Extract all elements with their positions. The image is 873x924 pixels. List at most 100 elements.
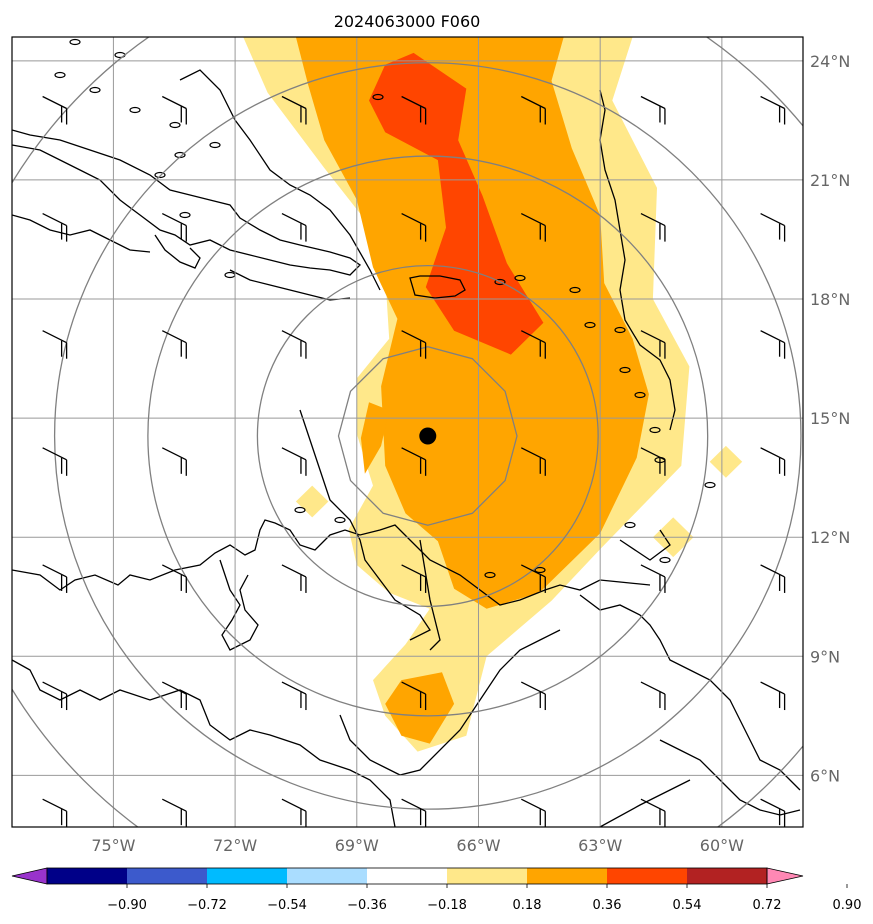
colorbar-segment	[447, 868, 528, 884]
island-3	[54, 71, 66, 79]
wind-barb	[760, 213, 786, 242]
wind-barb	[640, 447, 666, 476]
wind-barb	[401, 681, 427, 711]
island-4	[89, 86, 101, 94]
wind-barb	[760, 330, 786, 359]
colorbar-segment	[287, 868, 368, 884]
wind-barb	[640, 564, 666, 593]
wind-barb	[640, 213, 666, 242]
wind-barb	[281, 213, 307, 242]
coastline-4	[579, 594, 801, 791]
coastline-13	[599, 89, 676, 431]
island-23	[659, 556, 671, 564]
coastline-9	[154, 234, 201, 269]
wind-barb	[520, 95, 546, 125]
island-12	[494, 278, 506, 286]
wind-barb	[161, 95, 187, 125]
chart-title: 2024063000 F060	[334, 12, 481, 31]
coastline-10	[229, 269, 351, 301]
coastline-6	[599, 779, 691, 827]
colorbar-segment	[607, 868, 688, 884]
map-frame	[11, 36, 804, 828]
coastline-12	[179, 69, 381, 291]
wind-barb	[760, 564, 786, 593]
island-7	[209, 141, 221, 149]
wind-barb	[42, 681, 68, 711]
island-28	[372, 93, 384, 101]
coastline-14	[299, 409, 431, 641]
coastline-15	[419, 539, 441, 651]
storm-center-marker	[419, 427, 437, 445]
island-10	[179, 211, 191, 219]
wind-barbs	[42, 95, 786, 827]
island-6	[169, 121, 181, 129]
wind-barb	[760, 681, 786, 711]
lon-tick-label: 69°W	[335, 836, 379, 855]
wind-barb	[520, 213, 546, 242]
wind-barb	[520, 681, 546, 711]
wind-barb	[42, 213, 68, 242]
range-ring	[337, 346, 518, 526]
island-21	[704, 481, 716, 489]
colorbar-frame	[46, 867, 768, 885]
island-24	[534, 566, 546, 574]
wind-barb	[401, 447, 427, 476]
lon-tick-label: 75°W	[91, 836, 135, 855]
colorbar-tick-label: 0.18	[513, 898, 542, 913]
island-17	[619, 366, 631, 374]
wind-barb	[401, 95, 427, 125]
wind-barb	[281, 447, 307, 476]
lon-tick-label: 72°W	[213, 836, 257, 855]
wind-barb	[161, 564, 187, 593]
lat-tick-label: 6°N	[810, 766, 840, 785]
colorbar-segment	[207, 868, 288, 884]
center-dot	[419, 427, 437, 445]
colorbar-segment	[687, 868, 768, 884]
contour-region-west-spot	[295, 485, 329, 518]
coastline-16	[339, 629, 561, 776]
wind-barb	[401, 213, 427, 242]
wind-barb	[640, 798, 666, 827]
contour-region-east-spot-1	[709, 445, 743, 478]
island-27	[294, 506, 306, 514]
colorbar-tick-label: −0.36	[347, 898, 387, 913]
lon-tick-label: 60°W	[700, 836, 744, 855]
lon-tick-label: 66°W	[456, 836, 500, 855]
wind-barb	[42, 564, 68, 593]
colorbar-segment	[127, 868, 208, 884]
range-ring	[53, 62, 802, 810]
coastlines	[12, 38, 801, 827]
island-5	[129, 106, 141, 114]
wind-barb	[640, 95, 666, 125]
wind-barb	[281, 95, 307, 125]
coastline-8	[12, 214, 151, 253]
wind-barb	[520, 447, 546, 476]
wind-barb	[42, 95, 68, 125]
wind-barb	[401, 330, 427, 359]
island-22	[624, 521, 636, 529]
wind-barb	[161, 681, 187, 711]
wind-barb	[42, 798, 68, 827]
colorbar-tick-label: −0.54	[267, 898, 307, 913]
colorbar-extend-low	[11, 867, 48, 885]
wind-barb	[161, 798, 187, 827]
colorbar-segment	[367, 868, 448, 884]
coastline-1	[12, 519, 651, 606]
colorbar: −0.90 −0.72 −0.54 −0.36 −0.18 0.18 0.36 0.54 0.7…	[11, 867, 861, 913]
coastline-2	[219, 559, 259, 651]
island-13	[514, 274, 526, 282]
wind-barb	[520, 798, 546, 827]
island-1	[69, 38, 81, 46]
wind-barb	[401, 798, 427, 827]
wind-barb	[161, 447, 187, 476]
island-16	[614, 326, 626, 334]
island-15	[584, 321, 596, 329]
wind-barb	[520, 330, 546, 359]
island-25	[484, 571, 496, 579]
contour-region-west-blob	[360, 402, 390, 474]
island-26	[334, 516, 346, 524]
island-19	[649, 426, 661, 434]
